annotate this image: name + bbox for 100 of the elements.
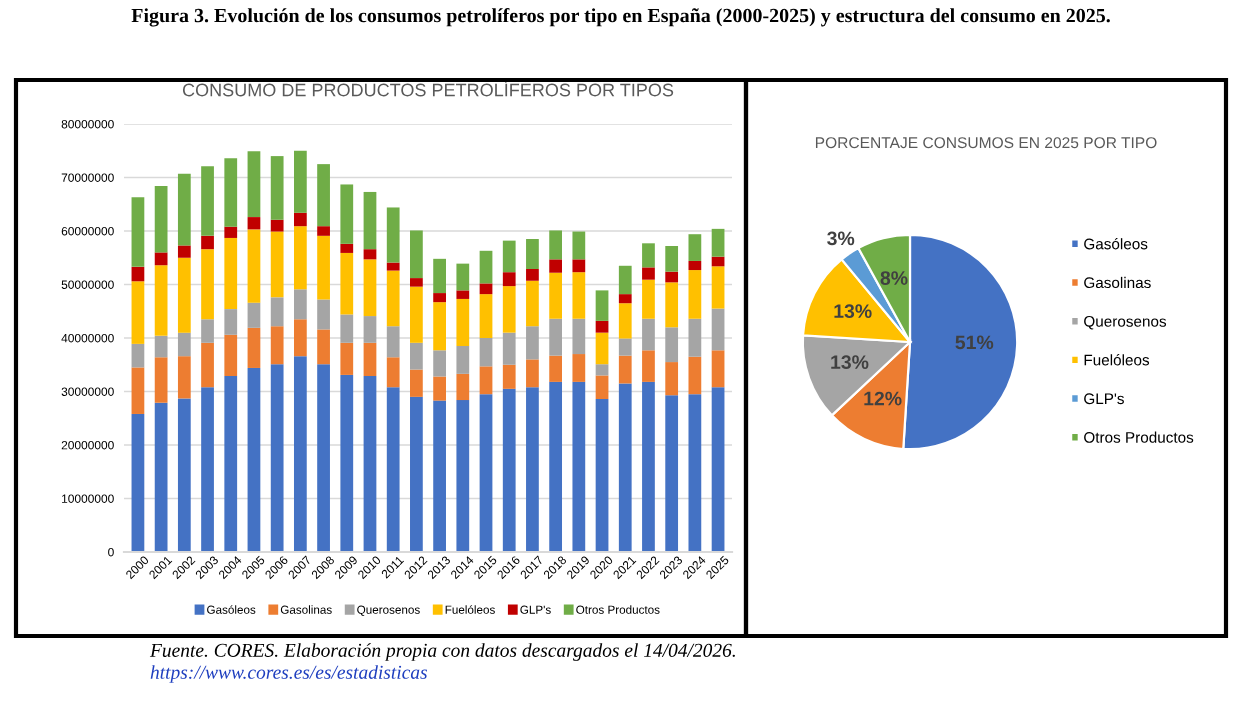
bar — [595, 320, 609, 333]
bar — [502, 364, 516, 389]
bar — [479, 283, 493, 295]
bar — [665, 271, 679, 283]
bar — [618, 338, 632, 356]
bar — [410, 369, 423, 397]
bar — [386, 387, 400, 552]
text: https://www.cores.es/es/estadisticas — [150, 665, 428, 683]
bar — [549, 381, 563, 552]
bar — [224, 334, 238, 376]
bar — [363, 191, 377, 250]
bar — [247, 327, 261, 368]
bar — [479, 250, 493, 284]
data-label: 13% — [831, 355, 869, 370]
bar — [293, 356, 307, 552]
bar — [433, 400, 446, 552]
bar — [502, 240, 516, 273]
bar — [177, 332, 191, 357]
bar — [572, 259, 586, 273]
bar — [549, 355, 563, 382]
bar — [665, 327, 679, 363]
bar — [131, 413, 145, 552]
bar — [177, 356, 191, 399]
bar — [154, 357, 168, 403]
bar — [154, 252, 168, 266]
bar — [201, 319, 214, 343]
bar — [526, 239, 539, 269]
bar — [363, 316, 377, 343]
bar — [549, 259, 563, 273]
bar — [363, 259, 377, 317]
bar — [293, 319, 307, 357]
bar — [201, 249, 214, 320]
bar — [595, 332, 609, 365]
bar — [340, 252, 354, 315]
bar — [410, 342, 423, 370]
bar — [317, 364, 330, 552]
bar — [386, 207, 400, 263]
bar — [526, 387, 539, 552]
bar — [502, 272, 516, 287]
bar — [456, 263, 470, 291]
bar — [618, 355, 632, 384]
bar — [131, 281, 145, 344]
source-note: Fuente. CORES. Elaboración propia con datos descargados el 14/04/2026. — [149, 643, 735, 661]
bar — [224, 226, 238, 238]
bar — [386, 357, 400, 388]
data-label: 12% — [864, 391, 902, 406]
bar — [270, 231, 284, 298]
bar — [317, 235, 330, 300]
bar — [131, 343, 145, 368]
bar — [642, 279, 655, 319]
bar — [247, 367, 261, 552]
bar — [177, 173, 191, 246]
bar — [618, 265, 632, 295]
bar — [549, 318, 563, 356]
bar — [642, 267, 655, 280]
bar — [642, 243, 655, 268]
bar — [479, 338, 493, 367]
bar — [340, 374, 354, 552]
bar — [131, 266, 145, 282]
bar — [549, 230, 563, 260]
bar — [293, 150, 307, 213]
bar — [340, 243, 354, 253]
bar — [456, 373, 470, 401]
bar — [688, 394, 702, 552]
bar — [618, 303, 632, 339]
bar — [479, 394, 493, 552]
bar — [456, 298, 470, 347]
data-label: 51% — [955, 335, 994, 350]
bar — [479, 366, 493, 395]
bar — [502, 332, 516, 365]
bar — [572, 318, 586, 355]
bar — [224, 375, 238, 552]
bar — [688, 270, 702, 319]
bar — [526, 280, 539, 327]
bar — [154, 265, 168, 336]
bar — [247, 302, 261, 328]
bar — [549, 272, 563, 319]
bar — [711, 308, 725, 351]
data-label: 13% — [834, 304, 872, 319]
bar — [154, 186, 168, 253]
bar — [688, 356, 702, 395]
bar — [665, 282, 679, 328]
bar — [131, 197, 145, 267]
bar — [526, 359, 539, 388]
bar — [224, 237, 238, 310]
bar — [201, 387, 214, 552]
bar — [270, 326, 284, 365]
bar — [711, 228, 725, 257]
bar — [363, 375, 377, 552]
bar — [526, 268, 539, 281]
bar — [526, 326, 539, 360]
bar — [386, 326, 400, 358]
data-label: 8% — [880, 271, 908, 285]
bar — [247, 229, 261, 303]
bar — [177, 398, 191, 552]
bar — [340, 342, 354, 375]
bar — [317, 299, 330, 330]
bar — [479, 294, 493, 338]
bar — [270, 156, 284, 220]
bar — [642, 318, 655, 351]
